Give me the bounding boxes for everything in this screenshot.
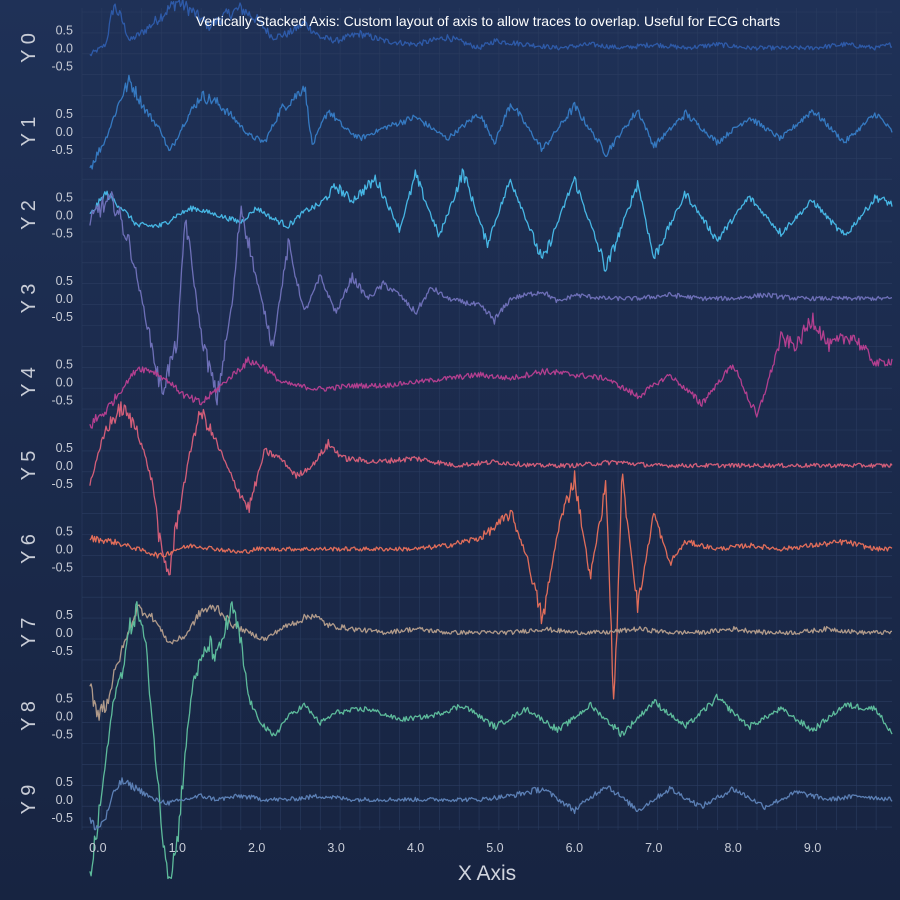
y-tick-label: 0.5 — [56, 441, 73, 455]
y-axis-title: Y 2 — [18, 200, 40, 230]
series-line-8 — [89, 601, 893, 880]
x-axis: 0.0 1.0 2.0 3.0 4.0 5.0 6.0 7.0 8.0 9.0 — [89, 841, 821, 855]
y-tick-label: 0.5 — [56, 525, 73, 539]
series-line-6 — [89, 470, 893, 700]
y-tick-label: -0.5 — [51, 394, 73, 408]
series-line-1 — [89, 74, 893, 170]
y-tick-label: 0.0 — [56, 376, 73, 390]
y-tick-label: -0.5 — [51, 310, 73, 324]
y-axis-title: Y 1 — [18, 117, 40, 147]
y-tick-label: -0.5 — [51, 728, 73, 742]
y-tick-label: 0.5 — [56, 358, 73, 372]
x-tick-label: 6.0 — [566, 841, 583, 855]
y-tick-label: 0.5 — [56, 692, 73, 706]
y-axis-title: Y 8 — [18, 701, 40, 731]
y-tick-label: -0.5 — [51, 561, 73, 575]
y-tick-label: 0.5 — [56, 775, 73, 789]
series-line-4 — [89, 312, 893, 429]
y-tick-label: -0.5 — [51, 644, 73, 658]
y-tick-label: 0.0 — [56, 543, 73, 557]
y-axis-title: Y 6 — [18, 534, 40, 564]
y-tick-label: 0.0 — [56, 125, 73, 139]
y-tick-label: -0.5 — [51, 811, 73, 825]
x-tick-label: 2.0 — [248, 841, 265, 855]
y-axis-title: Y 0 — [18, 33, 40, 63]
series-line-3 — [89, 191, 893, 406]
y-tick-label: -0.5 — [51, 143, 73, 157]
x-tick-label: 0.0 — [89, 841, 106, 855]
y-tick-label: 0.0 — [56, 292, 73, 306]
y-tick-label: 0.5 — [56, 274, 73, 288]
y-tick-label: 0.5 — [56, 107, 73, 121]
series-line-5 — [89, 401, 893, 576]
x-tick-label: 7.0 — [645, 841, 662, 855]
y-tick-label: 0.5 — [56, 24, 73, 38]
series-line-0 — [89, 0, 893, 57]
series-line-2 — [89, 168, 893, 272]
x-tick-label: 1.0 — [169, 841, 186, 855]
y-tick-label: 0.5 — [56, 191, 73, 205]
y-axis-title: Y 3 — [18, 284, 40, 314]
chart-title: Vertically Stacked Axis: Custom layout o… — [196, 13, 780, 29]
y-tick-label: 0.0 — [56, 42, 73, 56]
y-tick-label: 0.0 — [56, 626, 73, 640]
y-tick-label: 0.0 — [56, 209, 73, 223]
y-tick-label: -0.5 — [51, 60, 73, 74]
y-axis-title: Y 7 — [18, 618, 40, 648]
y-axes: Y 0 0.5 0.0 -0.5 Y 1 0.5 0.0 -0.5 Y 2 0.5 0.0 -0.5 Y… — [18, 24, 73, 826]
gridlines — [81, 8, 892, 830]
y-tick-label: 0.0 — [56, 459, 73, 473]
series-line-9 — [89, 777, 893, 831]
x-tick-label: 4.0 — [407, 841, 424, 855]
y-axis-title: Y 9 — [18, 785, 40, 815]
x-axis-title: X Axis — [458, 862, 516, 885]
y-tick-label: -0.5 — [51, 227, 73, 241]
series-line-7 — [89, 604, 893, 721]
y-axis-title: Y 5 — [18, 451, 40, 481]
y-tick-label: 0.5 — [56, 608, 73, 622]
y-tick-label: 0.0 — [56, 710, 73, 724]
series-layer — [89, 0, 893, 880]
y-axis-title: Y 4 — [18, 367, 40, 397]
y-tick-label: -0.5 — [51, 477, 73, 491]
x-tick-label: 3.0 — [327, 841, 344, 855]
x-tick-label: 8.0 — [724, 841, 741, 855]
x-tick-label: 5.0 — [486, 841, 503, 855]
x-tick-label: 9.0 — [804, 841, 821, 855]
y-tick-label: 0.0 — [56, 793, 73, 807]
